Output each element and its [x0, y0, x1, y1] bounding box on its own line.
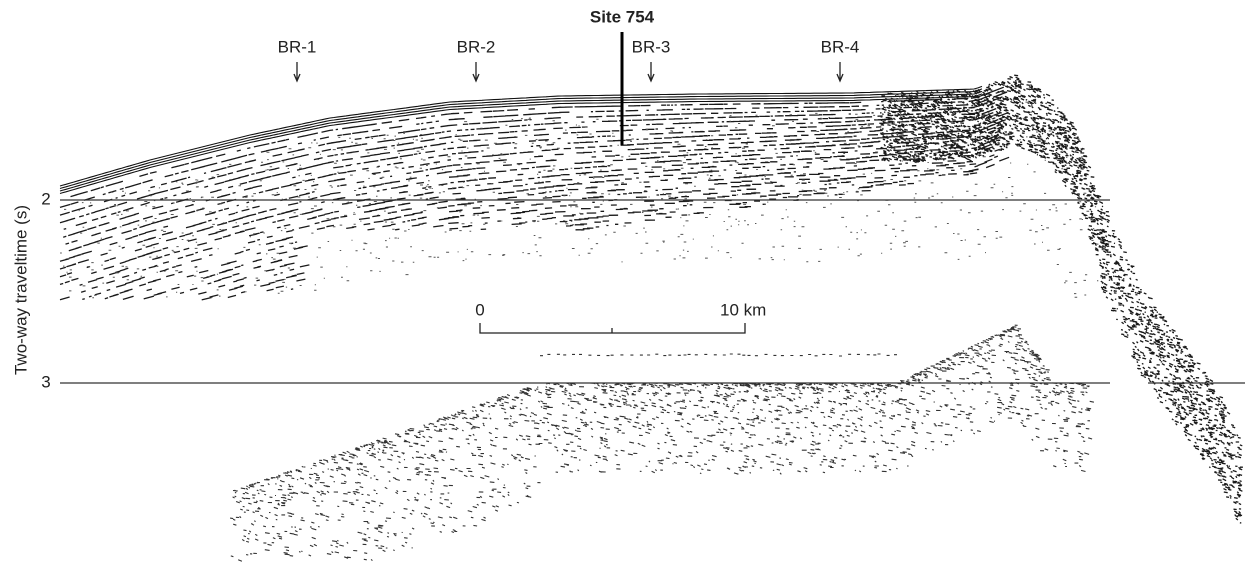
site-label: Site 754	[590, 7, 655, 26]
axis-tick-label: 3	[41, 372, 50, 391]
reflectors	[60, 75, 1243, 523]
scale-start: 0	[475, 300, 484, 319]
marker-arrow	[294, 62, 300, 81]
marker-label: BR-1	[278, 37, 317, 56]
scale-end: 10 km	[720, 300, 766, 319]
marker-label: BR-2	[457, 37, 496, 56]
marker-arrow	[473, 62, 479, 81]
axis-label: Two-way traveltime (s)	[11, 205, 30, 375]
marker-label: BR-3	[632, 37, 671, 56]
seismic-figure: Site 754 BR-1 BR-2 BR-3 BR-4 Two-way travel…	[0, 0, 1245, 563]
marker-label: BR-4	[821, 37, 860, 56]
marker-arrow	[648, 62, 654, 81]
seismic-section	[60, 75, 1243, 561]
scale-bar	[480, 323, 745, 333]
axis-tick-label: 2	[41, 189, 50, 208]
marker-arrow	[837, 62, 843, 81]
deep-reflectors	[230, 325, 1094, 561]
marker-group: BR-1 BR-2 BR-3 BR-4	[278, 37, 860, 81]
